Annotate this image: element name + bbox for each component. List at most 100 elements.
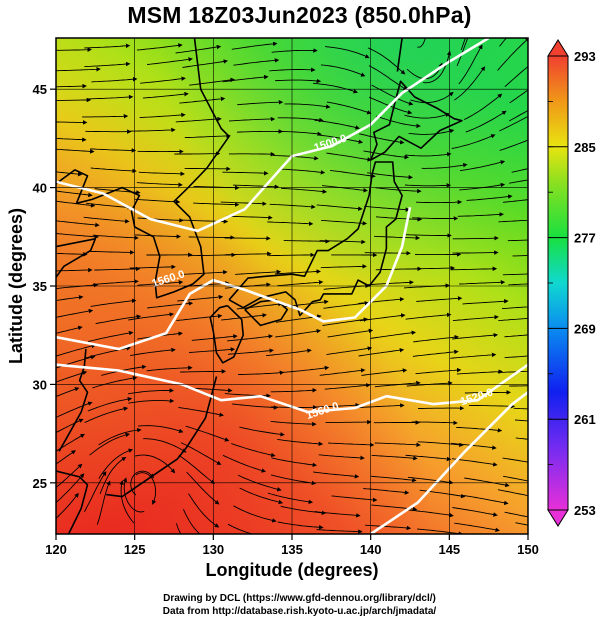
streamline — [92, 234, 139, 241]
streamline — [463, 494, 509, 506]
colorbar-max-arrow — [547, 39, 569, 57]
streamline — [84, 471, 107, 513]
streamline — [238, 370, 285, 375]
streamline — [271, 48, 318, 53]
streamline — [504, 65, 528, 88]
coastline — [369, 80, 463, 161]
streamline — [56, 120, 88, 125]
streamline — [328, 442, 375, 448]
streamline — [515, 522, 528, 526]
streamline — [56, 370, 88, 383]
streamline — [421, 162, 468, 169]
streamline — [358, 403, 405, 408]
colorbar-tick-label: 269 — [574, 321, 596, 336]
streamline — [225, 251, 272, 257]
streamline — [468, 404, 516, 409]
streamline — [277, 117, 324, 123]
colorbar-tick-label: 293 — [574, 49, 596, 64]
streamline — [136, 43, 183, 51]
streamline — [277, 438, 324, 447]
streamline — [90, 167, 137, 174]
streamline — [502, 199, 528, 203]
streamline — [408, 509, 454, 518]
x-tick-label: 120 — [45, 542, 67, 557]
streamline — [270, 388, 317, 393]
x-tick-label: 150 — [517, 542, 539, 557]
streamline — [56, 148, 95, 154]
streamline — [231, 41, 278, 50]
streamline — [178, 454, 215, 485]
streamline — [452, 332, 499, 340]
streamline — [87, 94, 134, 100]
streamline — [404, 112, 450, 119]
streamline — [280, 505, 327, 516]
coastline — [209, 304, 244, 364]
credit-data: Data from http://database.rish.kyoto-u.a… — [162, 606, 437, 617]
streamline — [313, 471, 360, 479]
streamline — [134, 198, 181, 205]
streamline — [138, 171, 185, 177]
streamline — [96, 480, 111, 525]
streamline — [452, 235, 499, 241]
streamline — [368, 65, 408, 91]
streamline — [459, 280, 506, 285]
streamline — [314, 119, 360, 130]
streamline — [463, 93, 503, 121]
streamline — [318, 454, 365, 461]
streamline — [497, 38, 528, 71]
streamline — [188, 235, 235, 240]
streamline — [317, 134, 364, 144]
colorbar-tick-label: 277 — [574, 231, 596, 246]
y-tick-label: 35 — [33, 279, 47, 294]
coastline — [56, 38, 230, 299]
streamline — [84, 406, 129, 424]
streamline — [56, 473, 85, 504]
streamline — [367, 47, 406, 75]
streamline — [236, 129, 284, 134]
streamline — [406, 62, 443, 80]
streamline — [275, 130, 322, 137]
streamline — [462, 299, 509, 305]
streamline — [498, 317, 528, 322]
streamline — [56, 47, 92, 52]
x-tick-label: 130 — [202, 542, 224, 557]
streamline — [95, 314, 142, 325]
streamline — [413, 334, 460, 343]
streamline — [98, 427, 142, 446]
streamline — [371, 454, 418, 461]
streamline — [408, 128, 455, 135]
streamline — [179, 369, 227, 374]
streamline — [134, 234, 182, 239]
streamline — [87, 396, 133, 412]
streamline — [364, 250, 411, 256]
y-tick-label: 30 — [33, 377, 47, 392]
colorbar-min-arrow — [547, 509, 569, 527]
streamline — [509, 385, 528, 387]
streamline — [138, 425, 184, 433]
y-tick-label: 45 — [33, 82, 47, 97]
page-title: MSM 18Z03Jun2023 (850.0hPa) — [127, 2, 472, 28]
streamline — [85, 202, 132, 210]
streamline — [316, 204, 363, 211]
streamline — [175, 44, 222, 54]
streamline — [233, 58, 280, 66]
streamline — [451, 134, 496, 149]
streamline — [235, 269, 282, 275]
streamline — [83, 216, 130, 224]
streamline — [128, 398, 175, 404]
streamline — [221, 313, 267, 321]
streamline — [454, 522, 500, 533]
streamline — [370, 330, 417, 339]
streamline — [188, 493, 220, 528]
streamline — [321, 219, 368, 226]
streamline — [139, 112, 186, 118]
streamline — [56, 220, 100, 228]
streamline — [142, 91, 189, 99]
streamline — [513, 407, 528, 410]
streamline — [313, 402, 360, 408]
streamline — [327, 328, 374, 338]
streamline — [498, 219, 528, 223]
streamline — [186, 471, 220, 505]
streamline — [237, 100, 284, 106]
streamline — [502, 273, 528, 276]
